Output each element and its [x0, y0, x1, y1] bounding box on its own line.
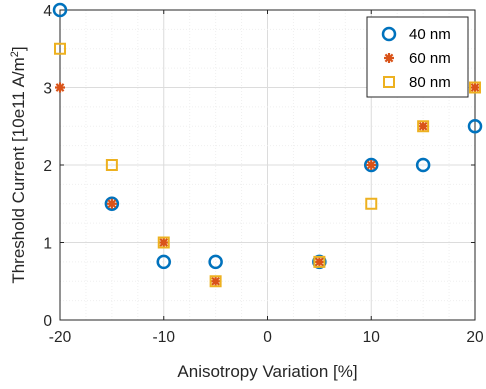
- data-point-circle: [156, 254, 171, 270]
- legend-marker-circle: [381, 26, 397, 42]
- tick-labels: -20 -10 0 10 20 0 1 2 3 4: [43, 3, 484, 346]
- y-tick-label: 3: [43, 81, 52, 98]
- data-point-asterisk: [366, 160, 377, 170]
- data-point-square: [365, 197, 378, 210]
- x-tick-label: 20: [466, 329, 484, 346]
- legend-marker-square: [383, 76, 395, 88]
- data-point-circle: [104, 196, 120, 211]
- legend-item: 60 nm: [384, 50, 451, 67]
- data-point-square: [417, 120, 430, 133]
- legend-label: 40 nm: [409, 26, 451, 43]
- data-point-circle: [364, 157, 379, 173]
- y-tick-label: 4: [43, 3, 52, 20]
- data-point-square: [105, 159, 118, 171]
- x-axis-title: Anisotropy Variation [%]: [177, 362, 357, 381]
- y-axis-title-superscript: 2: [9, 51, 21, 57]
- y-axis-title-main: Threshold Current [10e11 A/m: [9, 57, 28, 283]
- plot-axes: [59, 9, 476, 321]
- y-axis-title: Threshold Current [10e11 A/m2]: [9, 46, 28, 283]
- data-point-square: [469, 81, 481, 94]
- data-point-asterisk: [470, 82, 480, 93]
- data-point-square: [54, 42, 66, 55]
- y-tick-label: 1: [43, 236, 52, 253]
- data-point-square: [209, 275, 222, 288]
- legend-item: 40 nm: [381, 26, 451, 43]
- data-point-asterisk: [314, 256, 325, 267]
- x-tick-label: -10: [153, 329, 176, 346]
- x-tick-label: 0: [263, 329, 272, 346]
- y-tick-label: 0: [43, 313, 52, 330]
- series-80-nm: [54, 42, 481, 288]
- data-point-asterisk: [158, 237, 169, 248]
- legend: 40 nm 60 nm 80 nm: [366, 16, 469, 98]
- data-point-asterisk: [418, 121, 429, 132]
- legend-marker-asterisk: [384, 53, 394, 63]
- data-point-circle: [467, 119, 483, 134]
- data-point-square: [157, 236, 170, 249]
- data-point-asterisk: [55, 82, 65, 93]
- x-tick-label: 10: [363, 329, 381, 346]
- data-point-asterisk: [210, 276, 221, 287]
- y-tick-label: 2: [43, 158, 52, 175]
- data-points: [52, 2, 483, 288]
- data-point-asterisk: [106, 198, 117, 209]
- data-point-circle: [52, 2, 68, 18]
- legend-label: 60 nm: [409, 50, 451, 67]
- data-point-circle: [208, 254, 223, 270]
- legend-item: 80 nm: [383, 74, 451, 91]
- x-tick-label: -20: [49, 329, 72, 346]
- data-point-square: [313, 255, 326, 268]
- legend-label: 80 nm: [409, 74, 451, 91]
- data-point-circle: [415, 157, 431, 173]
- series-60-nm: [55, 82, 480, 287]
- y-axis-title-close: ]: [9, 46, 28, 51]
